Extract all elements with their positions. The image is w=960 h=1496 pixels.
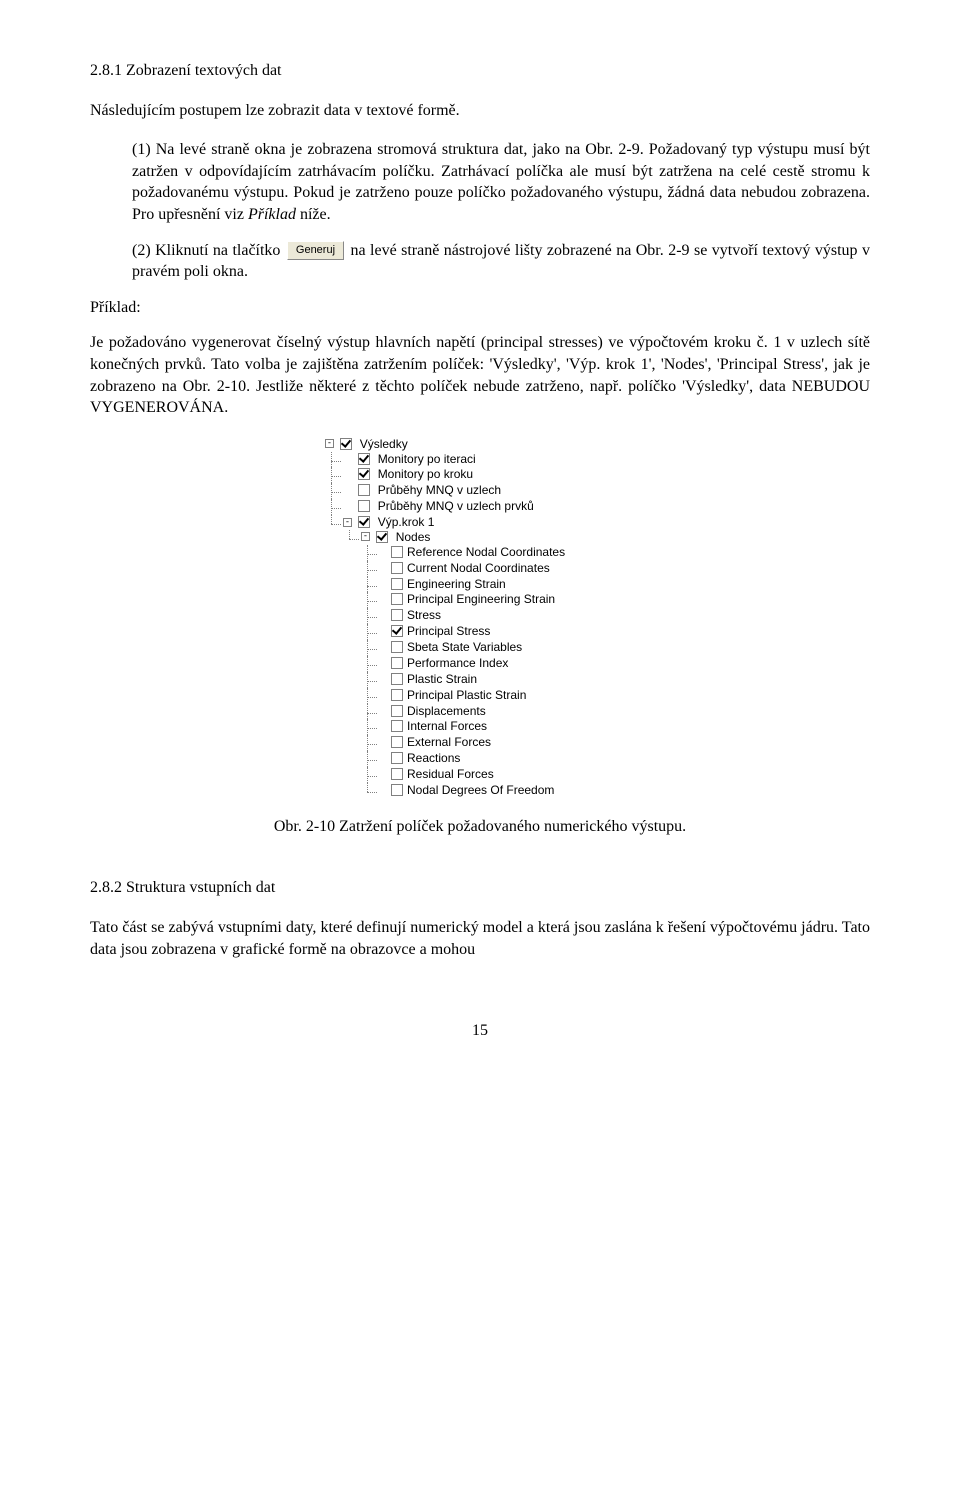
tree-item[interactable]: Residual Forces	[379, 767, 635, 783]
checkbox[interactable]	[340, 438, 352, 450]
tree-root[interactable]: - Výsledky Monitory po iteraci Monitory …	[325, 437, 635, 802]
tree-item[interactable]: Plastic Strain	[379, 672, 635, 688]
collapse-icon[interactable]: -	[325, 439, 334, 448]
tree-node-label: Monitory po iteraci	[378, 452, 476, 466]
tree-node-label: Displacements	[407, 704, 486, 718]
checkbox[interactable]	[391, 578, 403, 590]
checkbox[interactable]	[358, 453, 370, 465]
collapse-icon[interactable]: -	[343, 518, 352, 527]
tree-node-label: Internal Forces	[407, 719, 487, 733]
tree-view: - Výsledky Monitory po iteraci Monitory …	[325, 437, 635, 802]
checkbox[interactable]	[358, 516, 370, 528]
tree-node-label: Engineering Strain	[407, 577, 506, 591]
tree-item[interactable]: Sbeta State Variables	[379, 640, 635, 656]
checkbox[interactable]	[391, 641, 403, 653]
tree-node-label: Nodal Degrees Of Freedom	[407, 783, 554, 797]
checkbox[interactable]	[391, 736, 403, 748]
tree-node-label: Sbeta State Variables	[407, 640, 522, 654]
tree-item-krok[interactable]: - Výp.krok 1 - Nodes Reference Nodal Coo…	[343, 515, 635, 801]
collapse-icon[interactable]: -	[361, 532, 370, 541]
figure-caption: Obr. 2-10 Zatržení políček požadovaného …	[90, 816, 870, 838]
step-2-text-a: (2) Kliknutí na tlačítko	[132, 242, 285, 259]
tree-item-nodes[interactable]: - Nodes Reference Nodal Coordinates Curre…	[361, 530, 635, 800]
step-2: (2) Kliknutí na tlačítko Generuj na levé…	[132, 240, 870, 283]
tree-item[interactable]: Monitory po iteraci	[343, 452, 635, 468]
checkbox[interactable]	[391, 657, 403, 669]
tree-node-label: Průběhy MNQ v uzlech prvků	[378, 499, 534, 513]
tree-node-label: Current Nodal Coordinates	[407, 561, 550, 575]
tree-node-label: Principal Stress	[407, 624, 490, 638]
checkbox[interactable]	[391, 689, 403, 701]
checkbox[interactable]	[391, 625, 403, 637]
checkbox[interactable]	[391, 593, 403, 605]
checkbox[interactable]	[391, 546, 403, 558]
tree-item[interactable]: Principal Engineering Strain	[379, 592, 635, 608]
step-1-text-a: (1) Na levé straně okna je zobrazena str…	[132, 141, 870, 223]
checkbox[interactable]	[391, 720, 403, 732]
example-body: Je požadováno vygenerovat číselný výstup…	[90, 332, 870, 418]
tree-item[interactable]: Displacements	[379, 704, 635, 720]
page-number: 15	[90, 1020, 870, 1042]
tree-node-label: Reference Nodal Coordinates	[407, 545, 565, 559]
tree-item[interactable]: Stress	[379, 608, 635, 624]
checkbox[interactable]	[391, 784, 403, 796]
tree-item[interactable]: Nodal Degrees Of Freedom	[379, 783, 635, 799]
generate-button[interactable]: Generuj	[287, 241, 344, 260]
tree-item[interactable]: Internal Forces	[379, 719, 635, 735]
tree-node-label: External Forces	[407, 735, 491, 749]
tree-item[interactable]: Performance Index	[379, 656, 635, 672]
checkbox[interactable]	[391, 609, 403, 621]
checkbox[interactable]	[391, 562, 403, 574]
tree-item[interactable]: Průběhy MNQ v uzlech prvků	[343, 499, 635, 515]
checkbox[interactable]	[358, 500, 370, 512]
step-1-text-b: Příklad	[248, 206, 296, 223]
step-1-text-c: níže.	[296, 206, 331, 223]
tree-node-label: Stress	[407, 608, 441, 622]
tree-node-label: Plastic Strain	[407, 672, 477, 686]
section-2-paragraph: Tato část se zabývá vstupními daty, kter…	[90, 917, 870, 960]
tree-node-label: Reactions	[407, 751, 460, 765]
tree-item[interactable]: Průběhy MNQ v uzlech	[343, 483, 635, 499]
step-1: (1) Na levé straně okna je zobrazena str…	[132, 139, 870, 225]
tree-item[interactable]: Monitory po kroku	[343, 467, 635, 483]
tree-node-label: Monitory po kroku	[378, 467, 473, 481]
tree-node-label: Principal Plastic Strain	[407, 688, 526, 702]
checkbox[interactable]	[391, 673, 403, 685]
tree-children-krok: - Nodes Reference Nodal Coordinates Curre…	[343, 530, 635, 800]
tree-node-label: Residual Forces	[407, 767, 494, 781]
tree-children-nodes: Reference Nodal Coordinates Current Nodal…	[361, 545, 635, 799]
intro-paragraph: Následujícím postupem lze zobrazit data …	[90, 100, 870, 122]
checkbox[interactable]	[391, 752, 403, 764]
checkbox[interactable]	[391, 705, 403, 717]
example-label: Příklad:	[90, 297, 870, 319]
checkbox[interactable]	[358, 484, 370, 496]
tree-node-label: Principal Engineering Strain	[407, 592, 555, 606]
tree-item[interactable]: External Forces	[379, 735, 635, 751]
tree-item[interactable]: Current Nodal Coordinates	[379, 561, 635, 577]
tree-node-label: Performance Index	[407, 656, 508, 670]
tree-node-label: Výsledky	[360, 437, 408, 451]
tree-node-label: Nodes	[396, 530, 431, 544]
tree-node-label: Průběhy MNQ v uzlech	[378, 483, 501, 497]
tree-item[interactable]: Reference Nodal Coordinates	[379, 545, 635, 561]
tree-item[interactable]: Principal Stress	[379, 624, 635, 640]
checkbox[interactable]	[376, 531, 388, 543]
tree-node-label: Výp.krok 1	[378, 515, 435, 529]
checkbox[interactable]	[391, 768, 403, 780]
section-heading-1: 2.8.1 Zobrazení textových dat	[90, 60, 870, 82]
tree-children-root: Monitory po iteraci Monitory po kroku Pr…	[325, 452, 635, 801]
section-heading-2: 2.8.2 Struktura vstupních dat	[90, 877, 870, 899]
tree-item[interactable]: Reactions	[379, 751, 635, 767]
tree-item[interactable]: Principal Plastic Strain	[379, 688, 635, 704]
tree-item[interactable]: Engineering Strain	[379, 577, 635, 593]
checkbox[interactable]	[358, 468, 370, 480]
